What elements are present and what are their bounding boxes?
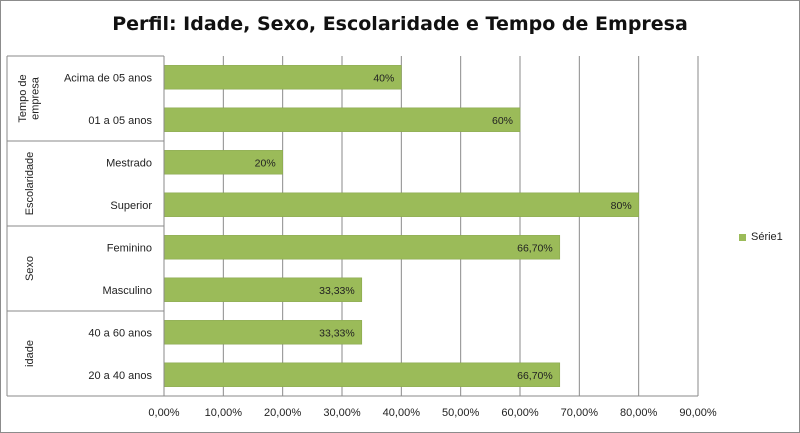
legend-label: Série1 [751, 231, 783, 243]
x-tick-label: 80,00% [620, 407, 658, 419]
category-label: Acima de 05 anos [64, 72, 153, 84]
category-label: 40 a 60 anos [88, 327, 152, 339]
data-label: 66,70% [517, 242, 553, 254]
category-label: Mestrado [106, 157, 152, 169]
group-label: Sexo [24, 256, 36, 281]
data-label: 80% [611, 200, 632, 212]
group-label: idade [24, 340, 36, 367]
data-label: 40% [373, 72, 394, 84]
bar [163, 362, 561, 387]
x-tick-label: 20,00% [264, 407, 302, 419]
group-label: Escolaridade [24, 152, 36, 216]
bar [163, 65, 402, 90]
legend: Série1 [739, 231, 783, 243]
group-label: Tempo deempresa [17, 74, 42, 122]
category-label: Superior [110, 200, 152, 212]
category-label: 20 a 40 anos [88, 370, 152, 382]
x-tick-label: 10,00% [205, 407, 243, 419]
x-tick-label: 30,00% [323, 407, 361, 419]
data-label: 33,33% [319, 327, 355, 339]
x-tick-label: 50,00% [442, 407, 480, 419]
category-label: 01 a 05 anos [88, 115, 152, 127]
x-tick-label: 40,00% [383, 407, 421, 419]
legend-swatch [739, 233, 746, 241]
bar [163, 192, 639, 217]
x-tick-label: 90,00% [679, 407, 717, 419]
data-label: 20% [255, 157, 276, 169]
bar [163, 107, 521, 132]
bar [163, 235, 561, 260]
category-label: Feminino [107, 242, 152, 254]
data-label: 66,70% [517, 370, 553, 382]
data-label: 33,33% [319, 285, 355, 297]
chart-title: Perfil: Idade, Sexo, Escolaridade e Temp… [112, 13, 688, 35]
data-label: 60% [492, 115, 513, 127]
category-label: Masculino [102, 285, 152, 297]
x-tick-label: 60,00% [501, 407, 539, 419]
x-tick-label: 70,00% [561, 407, 599, 419]
x-tick-label: 0,00% [148, 407, 179, 419]
